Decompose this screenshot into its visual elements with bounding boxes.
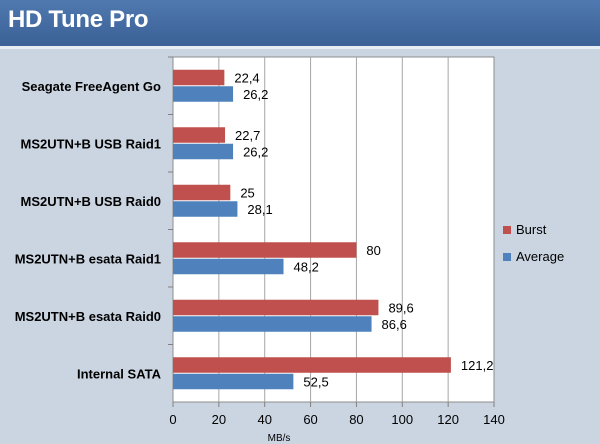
bar-burst: [173, 127, 226, 143]
category-label: Internal SATA: [77, 366, 162, 381]
data-label: 26,2: [243, 145, 268, 160]
category-label: MS2UTN+B USB Raid1: [21, 136, 162, 151]
legend-swatch-average: [503, 253, 511, 261]
x-tick-label: 100: [391, 412, 413, 427]
x-tick-label: 140: [483, 412, 505, 427]
x-tick-label: 40: [257, 412, 271, 427]
category-label: MS2UTN+B esata Raid1: [15, 251, 161, 266]
category-label: Seagate FreeAgent Go: [22, 79, 161, 94]
bar-burst: [173, 69, 225, 86]
data-label: 89,6: [388, 301, 413, 316]
legend-swatch-burst: [503, 226, 511, 234]
bar-average: [173, 373, 294, 390]
legend-label: Average: [516, 249, 564, 264]
plot-area: [172, 56, 495, 403]
data-label: 22,4: [234, 71, 259, 86]
bar-burst: [173, 242, 357, 258]
data-label: 26,2: [243, 87, 268, 102]
bar-average: [173, 258, 284, 275]
data-label: 121,2: [461, 358, 494, 373]
category-label: MS2UTN+B esata Raid0: [15, 309, 161, 324]
bar-average: [173, 143, 234, 160]
bar-burst: [173, 299, 379, 316]
x-tick-label: 60: [303, 412, 317, 427]
bar-average: [173, 86, 234, 102]
bar-burst: [173, 357, 451, 373]
data-label: 48,2: [294, 260, 319, 275]
bar-average: [173, 316, 372, 332]
header-divider: [0, 46, 600, 49]
data-label: 80: [366, 243, 380, 258]
x-tick-label: 20: [212, 412, 226, 427]
data-label: 22,7: [235, 128, 260, 143]
legend-label: Burst: [516, 222, 547, 237]
data-label: 25: [240, 186, 254, 201]
data-label: 28,1: [247, 202, 272, 217]
data-label: 52,5: [303, 375, 328, 390]
x-tick-label: 0: [169, 412, 176, 427]
x-tick-label: 80: [349, 412, 363, 427]
category-label: MS2UTN+B USB Raid0: [21, 194, 162, 209]
data-label: 86,6: [382, 317, 407, 332]
bar-burst: [173, 184, 231, 201]
bar-average: [173, 201, 238, 217]
page-title: HD Tune Pro: [8, 6, 149, 33]
x-tick-label: 120: [437, 412, 459, 427]
x-axis-title: MB/s: [268, 433, 291, 444]
header-bar: HD Tune Pro: [0, 0, 600, 46]
